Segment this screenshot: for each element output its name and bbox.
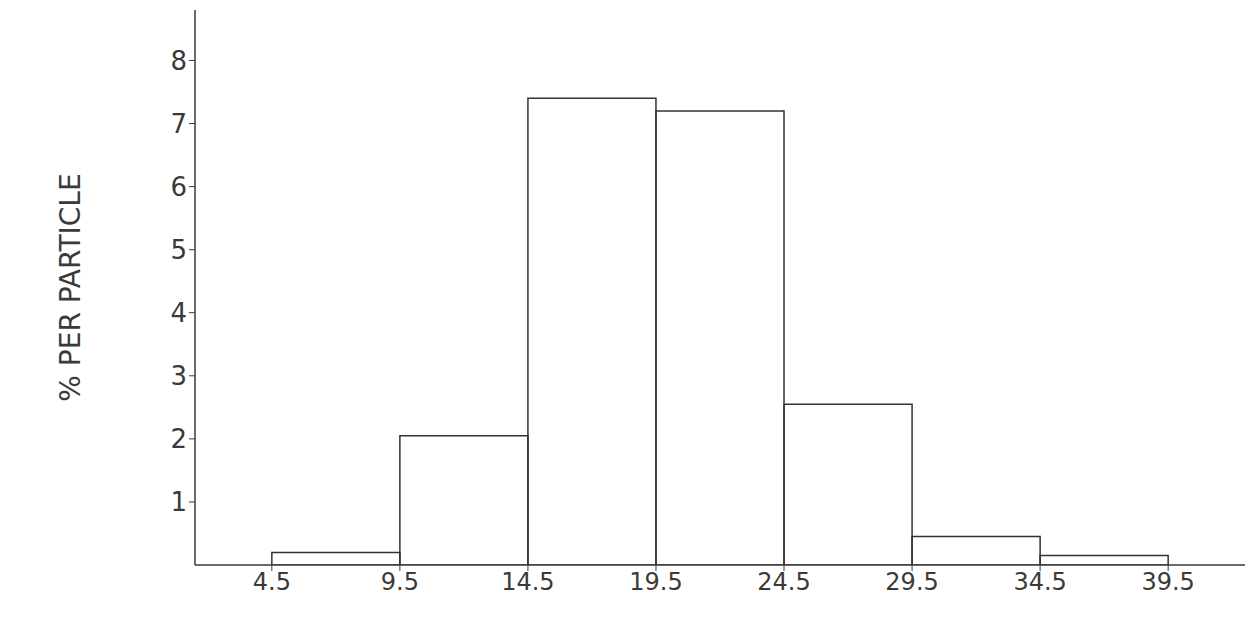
svg-text:4.5: 4.5 [253,568,291,596]
svg-text:39.5: 39.5 [1141,568,1194,596]
svg-text:29.5: 29.5 [885,568,938,596]
svg-text:19.5: 19.5 [629,568,682,596]
svg-text:4: 4 [170,298,187,328]
svg-text:34.5: 34.5 [1013,568,1066,596]
svg-text:1: 1 [170,487,187,517]
svg-text:5: 5 [170,235,187,265]
svg-text:2: 2 [170,424,187,454]
svg-text:9.5: 9.5 [381,568,419,596]
svg-text:6: 6 [170,172,187,202]
svg-text:% PER PARTICLE: % PER PARTICLE [54,173,87,401]
svg-text:7: 7 [170,109,187,139]
svg-text:24.5: 24.5 [757,568,810,596]
svg-text:8: 8 [170,46,187,76]
svg-text:3: 3 [170,361,187,391]
svg-text:14.5: 14.5 [501,568,554,596]
